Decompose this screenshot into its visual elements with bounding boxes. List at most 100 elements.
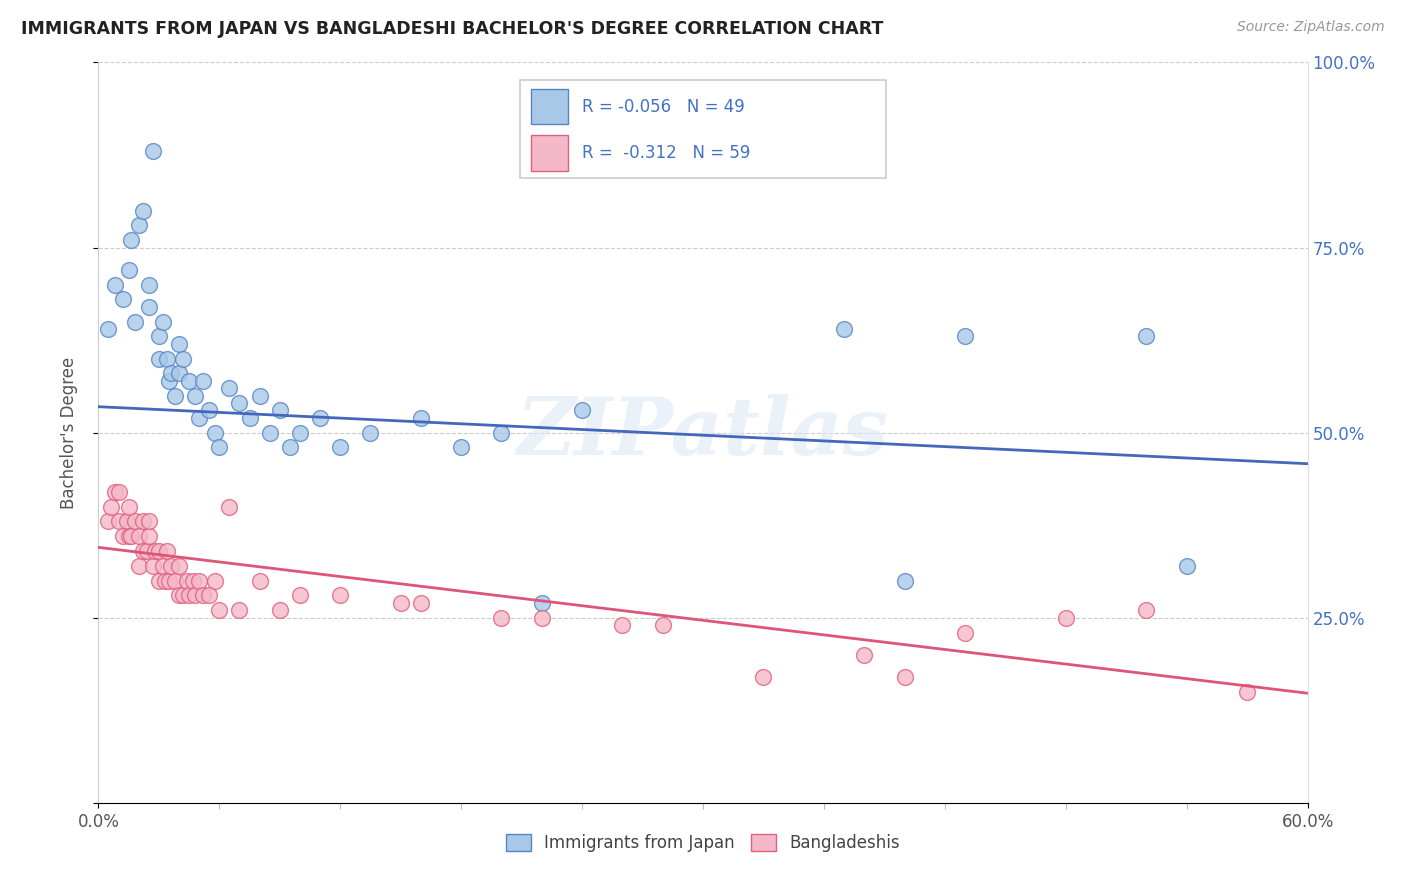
Point bbox=[107, 484, 129, 499]
Point bbox=[204, 574, 226, 588]
Point bbox=[97, 322, 120, 336]
Point bbox=[148, 351, 170, 366]
Point bbox=[893, 670, 915, 684]
Point bbox=[269, 403, 291, 417]
Point bbox=[184, 589, 207, 603]
Point bbox=[128, 558, 150, 573]
Point bbox=[163, 388, 186, 402]
Point bbox=[1135, 329, 1157, 343]
Text: Source: ZipAtlas.com: Source: ZipAtlas.com bbox=[1237, 20, 1385, 34]
Point bbox=[153, 574, 176, 588]
Text: R = -0.056   N = 49: R = -0.056 N = 49 bbox=[582, 98, 745, 116]
Point bbox=[218, 381, 240, 395]
Point bbox=[157, 574, 180, 588]
Point bbox=[172, 589, 194, 603]
Point bbox=[138, 300, 160, 314]
Point bbox=[228, 603, 250, 617]
Point bbox=[198, 403, 221, 417]
Point bbox=[160, 558, 183, 573]
Point bbox=[97, 515, 120, 529]
Point bbox=[1175, 558, 1198, 573]
Point bbox=[530, 610, 553, 624]
Point bbox=[288, 589, 311, 603]
FancyBboxPatch shape bbox=[531, 136, 568, 170]
Point bbox=[1236, 685, 1258, 699]
Point bbox=[167, 589, 190, 603]
Point bbox=[249, 574, 271, 588]
Point bbox=[132, 203, 155, 218]
Point bbox=[128, 219, 150, 233]
Point bbox=[389, 596, 412, 610]
Point bbox=[124, 314, 146, 328]
Point bbox=[103, 277, 125, 292]
Y-axis label: Bachelor's Degree: Bachelor's Degree bbox=[59, 357, 77, 508]
Point bbox=[612, 618, 634, 632]
Point bbox=[124, 515, 146, 529]
Point bbox=[651, 618, 673, 632]
Point bbox=[143, 544, 166, 558]
Point bbox=[152, 314, 174, 328]
Point bbox=[179, 589, 201, 603]
Point bbox=[1135, 603, 1157, 617]
Legend: Immigrants from Japan, Bangladeshis: Immigrants from Japan, Bangladeshis bbox=[501, 830, 905, 857]
Point bbox=[853, 648, 876, 662]
Point bbox=[148, 329, 170, 343]
Point bbox=[208, 603, 231, 617]
Point bbox=[111, 529, 134, 543]
Point bbox=[167, 336, 190, 351]
Point bbox=[100, 500, 122, 514]
Point bbox=[309, 410, 332, 425]
FancyBboxPatch shape bbox=[520, 80, 886, 178]
Point bbox=[259, 425, 281, 440]
Point bbox=[188, 574, 211, 588]
Point bbox=[752, 670, 775, 684]
Point bbox=[179, 374, 201, 388]
Point bbox=[491, 610, 513, 624]
Point bbox=[111, 293, 134, 307]
Point bbox=[138, 515, 160, 529]
Point bbox=[103, 484, 125, 499]
Point bbox=[156, 351, 179, 366]
Point bbox=[184, 388, 207, 402]
Point bbox=[893, 574, 915, 588]
Point bbox=[142, 558, 165, 573]
Point bbox=[953, 329, 976, 343]
Point bbox=[176, 574, 198, 588]
Point bbox=[157, 374, 180, 388]
Point bbox=[953, 625, 976, 640]
Point bbox=[118, 262, 141, 277]
Point bbox=[142, 145, 165, 159]
Point bbox=[148, 574, 170, 588]
Point bbox=[360, 425, 382, 440]
Point bbox=[288, 425, 311, 440]
Point bbox=[204, 425, 226, 440]
Point bbox=[167, 558, 190, 573]
Point bbox=[193, 374, 215, 388]
Text: R =  -0.312   N = 59: R = -0.312 N = 59 bbox=[582, 144, 751, 161]
Point bbox=[132, 515, 155, 529]
Point bbox=[239, 410, 262, 425]
Point bbox=[120, 529, 142, 543]
Point bbox=[278, 441, 301, 455]
Point bbox=[167, 367, 190, 381]
Point bbox=[118, 529, 141, 543]
Point bbox=[181, 574, 204, 588]
Point bbox=[329, 441, 352, 455]
Point bbox=[208, 441, 231, 455]
Text: ZIPatlas: ZIPatlas bbox=[517, 394, 889, 471]
Point bbox=[172, 351, 194, 366]
Point bbox=[138, 529, 160, 543]
Point bbox=[193, 589, 215, 603]
Point bbox=[832, 322, 855, 336]
Point bbox=[198, 589, 221, 603]
Point bbox=[138, 277, 160, 292]
Point bbox=[269, 603, 291, 617]
Point bbox=[329, 589, 352, 603]
Point bbox=[218, 500, 240, 514]
Point bbox=[409, 596, 432, 610]
Point bbox=[115, 515, 138, 529]
FancyBboxPatch shape bbox=[531, 89, 568, 124]
Point bbox=[160, 367, 183, 381]
Point bbox=[530, 596, 553, 610]
Point bbox=[156, 544, 179, 558]
